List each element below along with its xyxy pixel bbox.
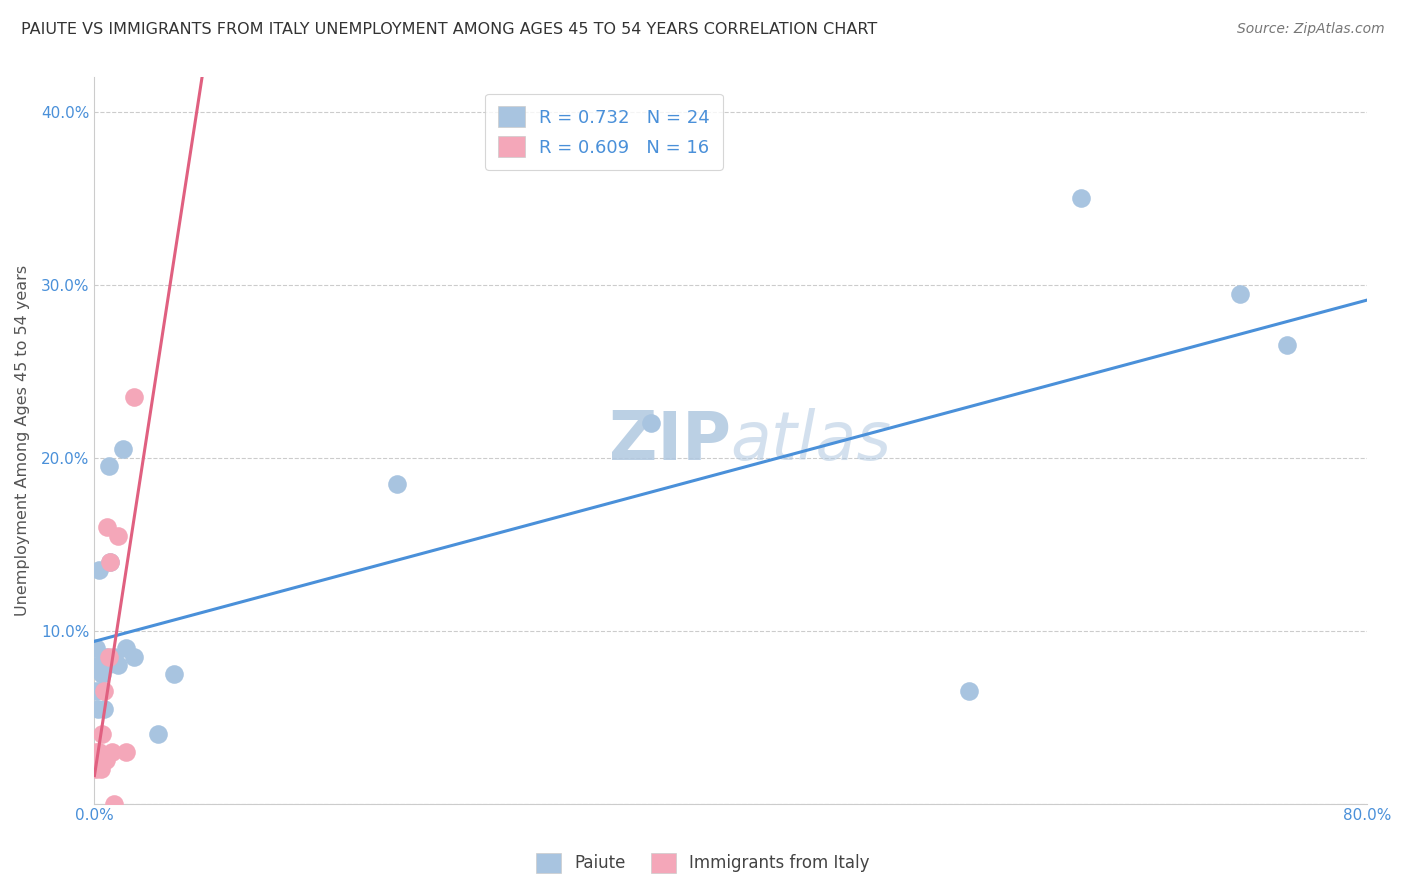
Point: [84, 640, 107, 655]
Point: [115, 745, 138, 759]
Point: [89, 563, 111, 577]
Point: [122, 390, 145, 404]
Point: [101, 745, 124, 759]
Point: [96, 520, 118, 534]
Point: [86, 701, 108, 715]
Point: [107, 528, 129, 542]
Point: [115, 640, 138, 655]
Point: [1070, 191, 1092, 205]
Text: atlas: atlas: [731, 408, 891, 474]
Point: [96, 658, 118, 673]
Point: [100, 555, 122, 569]
Point: [1277, 338, 1299, 352]
Point: [97, 459, 120, 474]
Point: [103, 797, 125, 811]
Point: [640, 416, 662, 430]
Point: [86, 753, 108, 767]
Point: [103, 649, 125, 664]
Point: [89, 745, 111, 759]
Point: [957, 684, 980, 698]
Point: [385, 476, 408, 491]
Point: [97, 649, 120, 664]
Y-axis label: Unemployment Among Ages 45 to 54 years: Unemployment Among Ages 45 to 54 years: [15, 265, 30, 616]
Text: PAIUTE VS IMMIGRANTS FROM ITALY UNEMPLOYMENT AMONG AGES 45 TO 54 YEARS CORRELATI: PAIUTE VS IMMIGRANTS FROM ITALY UNEMPLOY…: [21, 22, 877, 37]
Text: Source: ZipAtlas.com: Source: ZipAtlas.com: [1237, 22, 1385, 37]
Point: [112, 442, 135, 457]
Point: [91, 727, 114, 741]
Point: [90, 762, 112, 776]
Point: [100, 555, 122, 569]
Point: [84, 684, 107, 698]
Legend: R = 0.732   N = 24, R = 0.609   N = 16: R = 0.732 N = 24, R = 0.609 N = 16: [485, 94, 723, 169]
Text: ZIP: ZIP: [609, 408, 731, 474]
Point: [84, 745, 107, 759]
Point: [146, 727, 169, 741]
Point: [93, 701, 115, 715]
Point: [84, 762, 107, 776]
Legend: Paiute, Immigrants from Italy: Paiute, Immigrants from Italy: [530, 847, 876, 880]
Point: [1229, 286, 1251, 301]
Point: [94, 753, 117, 767]
Point: [122, 649, 145, 664]
Point: [89, 658, 111, 673]
Point: [94, 649, 117, 664]
Point: [163, 667, 186, 681]
Point: [91, 667, 114, 681]
Point: [107, 658, 129, 673]
Point: [93, 684, 115, 698]
